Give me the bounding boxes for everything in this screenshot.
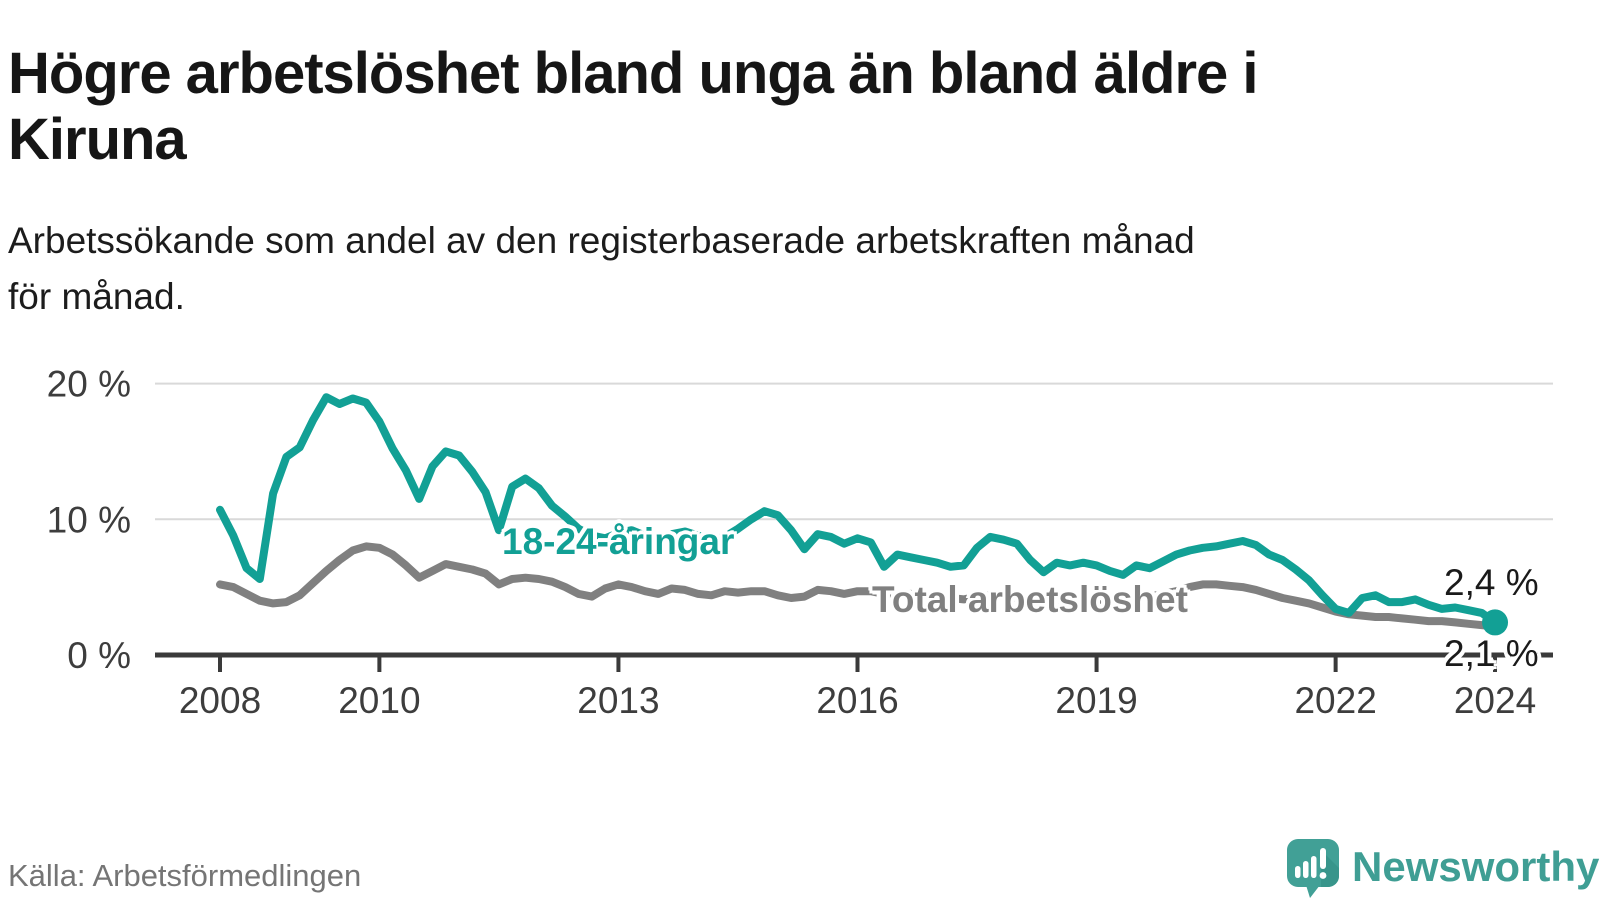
x-tick-label-2022: 2022 xyxy=(1294,680,1376,721)
page-title-line2: Kiruna xyxy=(8,106,187,172)
series-end-dot-18-24-åringar xyxy=(1482,609,1509,636)
series-label-18-24: 18-24-åringar xyxy=(502,521,735,562)
source-note: Källa: Arbetsförmedlingen xyxy=(8,858,362,893)
x-tick-label-2008: 2008 xyxy=(179,680,261,721)
exclamation-glyph xyxy=(1319,848,1327,879)
chart-subtitle-line2: för månad. xyxy=(8,276,185,317)
series-label-total: Total arbetslöshet xyxy=(872,579,1188,620)
end-value-label-18-24: 2,4 % xyxy=(1444,562,1539,603)
newsworthy-logo-icon xyxy=(1287,839,1339,898)
x-tick-label-2010: 2010 xyxy=(338,680,420,721)
series-line-18-24-åringar xyxy=(216,393,1499,627)
series-line-Total arbetslöshet xyxy=(216,542,1499,631)
x-tick-label-2024: 2024 xyxy=(1454,680,1536,721)
brand-name: Newsworthy xyxy=(1352,843,1600,890)
x-tick-label-2016: 2016 xyxy=(816,680,898,721)
page-title-line1: Högre arbetslöshet bland unga än bland ä… xyxy=(8,40,1259,106)
page-title: Högre arbetslöshet bland unga än bland ä… xyxy=(8,41,1592,173)
y-tick-label-20: 20 % xyxy=(47,364,131,405)
y-tick-label-10: 10 % xyxy=(47,499,131,540)
bar-chart-glyph xyxy=(1295,856,1317,878)
end-value-label-total: 2,1 % xyxy=(1444,633,1539,674)
chart-subtitle: Arbetssökande som andel av den registerb… xyxy=(8,213,1592,325)
x-tick-label-2013: 2013 xyxy=(577,680,659,721)
x-tick-label-2019: 2019 xyxy=(1055,680,1137,721)
chart-subtitle-line1: Arbetssökande som andel av den registerb… xyxy=(8,220,1195,261)
y-tick-label-0: 0 % xyxy=(67,635,131,676)
